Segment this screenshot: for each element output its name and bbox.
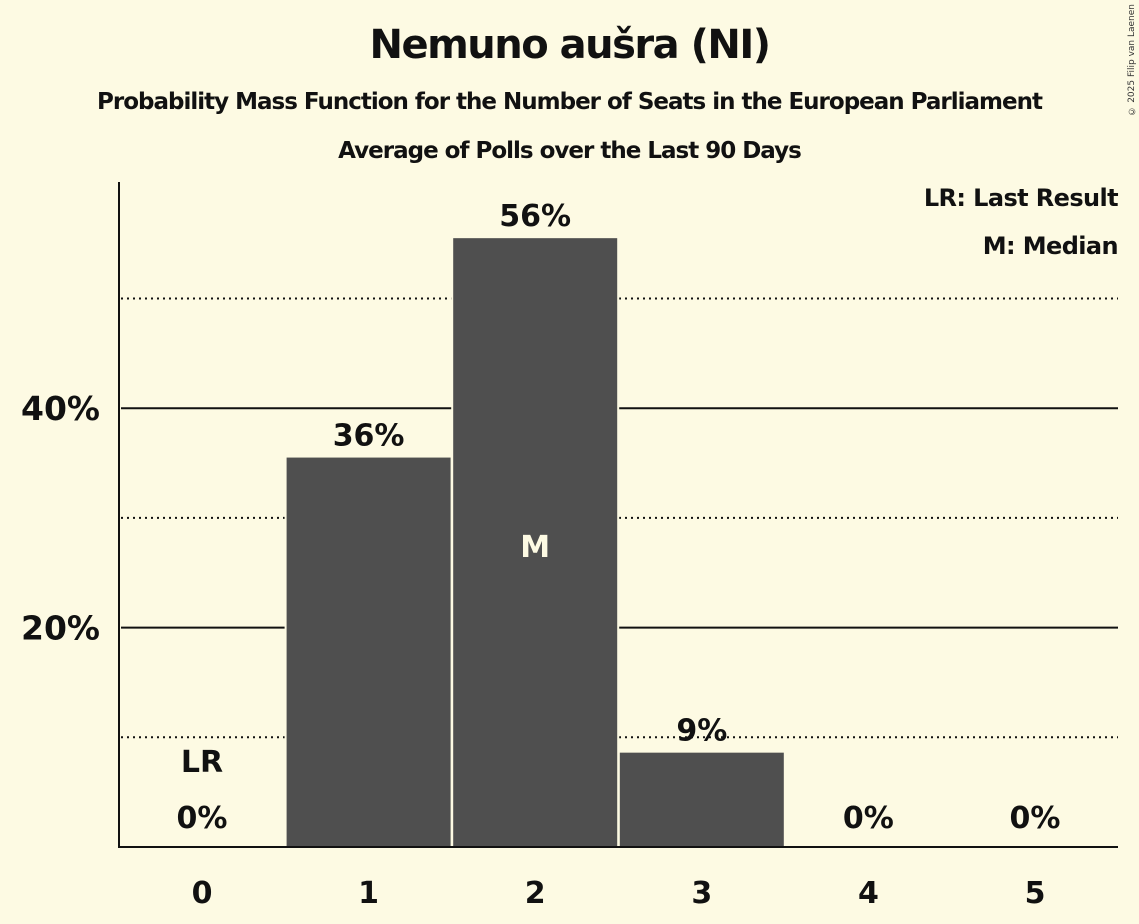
data-label: 0%	[1010, 801, 1061, 836]
x-tick-label: 1	[358, 876, 379, 911]
median-marker: M	[520, 530, 550, 565]
legend-last-result: LR: Last Result	[923, 184, 1119, 212]
chart-subtitle: Probability Mass Function for the Number…	[97, 89, 1043, 115]
bar-seats-2	[453, 238, 618, 848]
x-axis-labels: 0 1 2 3 4 5	[192, 876, 1046, 911]
y-tick-label: 20%	[21, 609, 100, 648]
y-axis-labels: 20% 40%	[21, 389, 100, 647]
axes	[118, 182, 1118, 848]
legend-median: M: Median	[982, 232, 1119, 260]
chart-title: Nemuno aušra (NI)	[369, 22, 772, 68]
x-tick-label: 0	[192, 876, 213, 911]
data-label: 0%	[177, 801, 228, 836]
x-tick-label: 5	[1025, 876, 1046, 911]
data-labels: 0% 36% 56% 9% 0% 0% LR M	[177, 199, 1061, 836]
x-tick-label: 3	[691, 876, 712, 911]
bar-seats-1	[286, 457, 451, 847]
chart-subtitle-period: Average of Polls over the Last 90 Days	[338, 138, 802, 164]
gridlines	[121, 297, 1118, 739]
data-label: 56%	[499, 199, 571, 234]
bar-seats-3	[619, 752, 784, 847]
last-result-marker: LR	[181, 745, 223, 780]
y-tick-label: 40%	[21, 389, 100, 428]
data-label: 0%	[843, 801, 894, 836]
bars	[284, 236, 786, 848]
data-label: 36%	[333, 419, 405, 454]
x-tick-label: 2	[525, 876, 546, 911]
data-label: 9%	[676, 714, 727, 749]
x-tick-label: 4	[858, 876, 879, 911]
